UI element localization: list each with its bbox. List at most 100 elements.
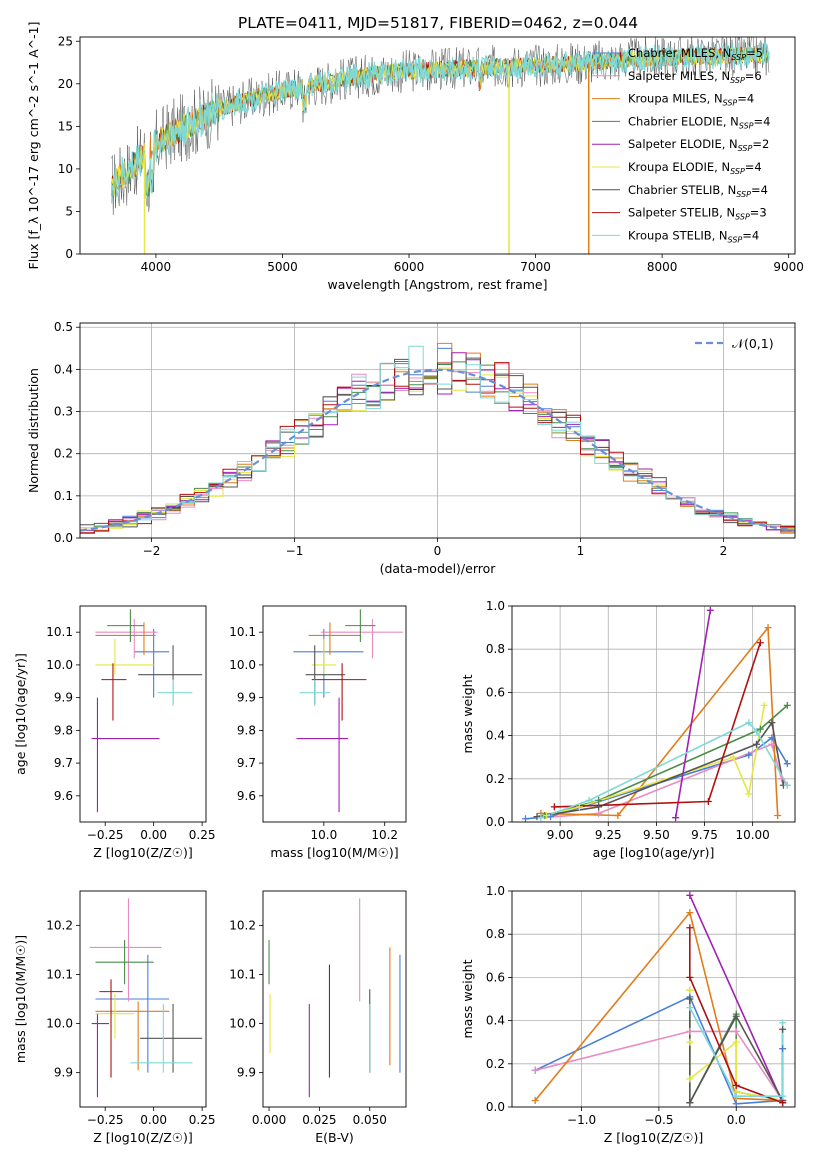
weight-marker — [729, 753, 737, 761]
weight-marker — [531, 1066, 539, 1074]
weight-marker — [575, 803, 583, 811]
x-tick-label: 9.00 — [547, 828, 574, 842]
weight-marker — [614, 812, 622, 820]
y-tick-label: 0.6 — [486, 970, 505, 984]
y-tick-label: 10.1 — [46, 625, 73, 639]
y-axis-label: mass [log10(M/M☉)] — [13, 935, 28, 1063]
x-tick-label: 0.00 — [140, 1113, 167, 1127]
legend-label: Salpeter ELODIE, NSSP=2 — [628, 137, 769, 153]
errorbar-point — [95, 994, 135, 1039]
y-tick-label: 10.0 — [229, 658, 256, 672]
axes-frame — [262, 605, 407, 823]
weight-marker — [686, 1075, 694, 1083]
panel-age-vs-mass: 10.0 10.2 9.6 9.7 9.8 9.9 10.0 10.1 mass [log10(… — [229, 605, 407, 860]
x-tick-label: 0.025 — [302, 1113, 336, 1127]
errorbar-point — [95, 1001, 170, 1071]
x-tick-label: 1 — [577, 544, 585, 558]
legend-subscript: SSP — [739, 121, 754, 130]
errorbar-point — [99, 979, 123, 1078]
legend-value: =4 — [745, 160, 762, 174]
y-axis-label: mass weight — [460, 674, 475, 753]
errorbar-point — [95, 954, 170, 1073]
errorbar-point — [140, 1003, 203, 1073]
x-tick-label: 6000 — [394, 260, 425, 274]
y-tick-label: 0.2 — [486, 772, 505, 786]
plot-area — [293, 609, 403, 813]
legend-label: Kroupa ELODIE, NSSP=4 — [628, 160, 762, 176]
x-tick-label: 5000 — [267, 260, 298, 274]
weight-series — [689, 927, 783, 1104]
x-tick-label: −1.0 — [567, 1113, 596, 1127]
legend-subscript: SSP — [730, 76, 745, 85]
panel-age-vs-Z: −0.25 0.00 0.25 9.6 9.7 9.8 9.9 10.0 10.1 Z [log1… — [13, 605, 216, 860]
weight-series — [534, 911, 783, 1102]
x-tick-label: 9.75 — [691, 828, 718, 842]
legend-label: Salpeter MILES, NSSP=6 — [628, 69, 762, 85]
y-tick-label: 1.0 — [486, 884, 505, 898]
y-tick-label: 0.0 — [486, 815, 505, 829]
y-tick-label: 10 — [58, 162, 73, 176]
panel-mass-vs-Z: −0.25 0.00 0.25 9.9 10.0 10.1 10.2 Z [log10(Z/Z… — [13, 890, 215, 1145]
legend-value: =4 — [754, 114, 771, 128]
y-tick-label: 9.9 — [54, 1066, 73, 1080]
weight-marker — [774, 812, 782, 820]
weight-marker — [745, 790, 753, 798]
x-tick-label: 0.0 — [727, 1113, 746, 1127]
y-tick-label: 25 — [58, 34, 73, 48]
legend-subscript: SSP — [731, 53, 746, 62]
weight-marker — [686, 909, 694, 917]
panel-spectrum: 4000 5000 6000 7000 8000 9000 0 5 10 15 20 25 wavele… — [26, 22, 804, 292]
x-tick-label: −0.5 — [644, 1113, 673, 1127]
weight-marker — [585, 796, 593, 804]
axes-frame — [79, 890, 207, 1108]
weight-marker — [768, 719, 776, 727]
y-tick-label: 20 — [58, 77, 73, 91]
y-tick-label: 10.0 — [229, 1017, 256, 1031]
y-tick-label: 9.7 — [237, 756, 256, 770]
axes-frame — [511, 605, 796, 823]
weight-marker — [732, 1012, 740, 1020]
legend: Chabrier MILES, NSSP=5 Salpeter MILES, NS… — [592, 46, 770, 244]
y-tick-label: 10.0 — [46, 658, 73, 672]
weight-marker — [732, 1038, 740, 1046]
legend-label: 𝒩(0,1) — [732, 336, 774, 351]
y-tick-label: 10.1 — [46, 967, 73, 981]
x-tick-label: 0 — [434, 544, 442, 558]
axes-frame — [511, 890, 796, 1108]
weight-marker — [756, 639, 764, 647]
panel-residuals: −2 −1 0 1 2 0.0 0.1 0.2 0.3 0.4 0.5 (data-model)/er… — [26, 320, 796, 576]
x-axis-label: E(B-V) — [315, 1130, 354, 1145]
x-tick-label: 0.25 — [189, 828, 216, 842]
errorbar-point — [311, 663, 367, 721]
errorbar-point — [95, 940, 154, 985]
weight-marker — [686, 924, 694, 932]
weight-marker — [760, 701, 768, 709]
weight-marker — [533, 813, 541, 821]
weight-marker — [550, 803, 558, 811]
errorbar-point — [95, 622, 156, 656]
x-tick-label: 9.25 — [595, 828, 622, 842]
axes-frame — [79, 36, 796, 255]
weight-marker — [752, 740, 760, 748]
weight-marker — [521, 815, 529, 823]
weight-marker — [732, 1081, 740, 1089]
legend-label: Kroupa STELIB, NSSP=4 — [628, 228, 759, 244]
legend-label: Chabrier STELIB, NSSP=4 — [628, 183, 768, 199]
legend-value: =2 — [752, 137, 769, 151]
weight-marker — [756, 725, 764, 733]
y-tick-label: 5 — [65, 204, 73, 218]
figure-title: PLATE=0411, MJD=51817, FIBERID=0462, z=0… — [238, 14, 638, 32]
weight-marker — [783, 701, 791, 709]
x-tick-label: 9.50 — [643, 828, 670, 842]
legend-subscript: SSP — [736, 190, 751, 199]
errorbar-point — [91, 697, 160, 813]
weight-marker — [778, 775, 786, 783]
y-tick-label: 9.6 — [237, 789, 256, 803]
y-tick-label: 0.0 — [54, 531, 73, 545]
weight-marker — [537, 814, 545, 822]
axes-frame — [79, 605, 207, 823]
y-tick-label: 0 — [65, 247, 73, 261]
x-axis-label: Z [log10(Z/Z☉)] — [93, 845, 193, 860]
x-tick-label: −2 — [143, 544, 161, 558]
